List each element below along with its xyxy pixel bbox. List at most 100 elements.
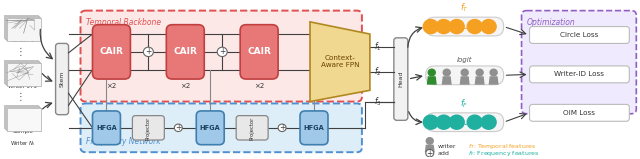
Bar xyxy=(6,63,40,86)
Bar xyxy=(6,18,40,41)
Circle shape xyxy=(481,115,496,129)
FancyBboxPatch shape xyxy=(426,113,504,131)
Circle shape xyxy=(426,149,434,157)
Bar xyxy=(4,105,38,128)
Bar xyxy=(6,107,40,130)
Bar xyxy=(6,108,40,131)
Circle shape xyxy=(490,69,497,76)
FancyBboxPatch shape xyxy=(529,66,629,83)
Text: +: + xyxy=(219,47,225,56)
Text: $f_2$: $f_2$ xyxy=(374,65,381,78)
FancyBboxPatch shape xyxy=(529,104,629,121)
Text: Optimization: Optimization xyxy=(527,18,575,27)
Text: CAIR: CAIR xyxy=(173,47,197,56)
Circle shape xyxy=(467,20,482,34)
Circle shape xyxy=(436,115,451,129)
FancyBboxPatch shape xyxy=(93,25,131,79)
Polygon shape xyxy=(427,76,436,85)
Text: ×2: ×2 xyxy=(254,83,264,89)
Text: logit: logit xyxy=(457,57,472,63)
Circle shape xyxy=(428,69,435,76)
Text: +: + xyxy=(145,47,152,56)
Text: ×2: ×2 xyxy=(180,83,191,89)
Text: Sample: Sample xyxy=(12,128,33,134)
Bar xyxy=(4,15,38,38)
Text: CAIR: CAIR xyxy=(99,47,124,56)
Circle shape xyxy=(278,124,286,131)
Text: $f_F$: Frequency features: $f_F$: Frequency features xyxy=(468,149,539,158)
FancyBboxPatch shape xyxy=(81,104,362,152)
FancyBboxPatch shape xyxy=(300,111,328,145)
Text: Stem: Stem xyxy=(60,71,65,87)
Circle shape xyxy=(174,124,182,131)
Bar xyxy=(4,60,38,83)
FancyBboxPatch shape xyxy=(132,116,164,140)
Text: Writer $N_i$: Writer $N_i$ xyxy=(10,139,36,148)
FancyBboxPatch shape xyxy=(56,43,68,115)
Bar xyxy=(4,16,38,39)
Bar xyxy=(4,106,38,129)
Circle shape xyxy=(461,69,468,76)
Text: Context-
Aware FPN: Context- Aware FPN xyxy=(321,55,359,68)
Text: $f_1$: $f_1$ xyxy=(374,41,381,53)
Circle shape xyxy=(449,20,464,34)
Polygon shape xyxy=(488,76,499,85)
Text: CAIR: CAIR xyxy=(247,47,271,56)
Polygon shape xyxy=(475,76,484,85)
Text: ⋮: ⋮ xyxy=(16,47,26,57)
FancyBboxPatch shape xyxy=(394,38,408,120)
Text: Writer-ID Loss: Writer-ID Loss xyxy=(554,71,604,77)
FancyBboxPatch shape xyxy=(93,111,120,145)
FancyBboxPatch shape xyxy=(426,17,504,36)
Text: Projector: Projector xyxy=(146,116,151,139)
Text: $f_3$: $f_3$ xyxy=(374,95,381,108)
FancyBboxPatch shape xyxy=(522,11,636,114)
Circle shape xyxy=(476,69,483,76)
Text: OIM Loss: OIM Loss xyxy=(563,110,595,116)
Circle shape xyxy=(143,47,154,57)
Bar xyxy=(6,17,40,40)
Text: $f_T$: $f_T$ xyxy=(460,2,469,14)
Text: +: + xyxy=(427,149,433,158)
Circle shape xyxy=(423,115,438,129)
Circle shape xyxy=(449,115,464,129)
Polygon shape xyxy=(425,145,435,152)
Text: $f_F$: $f_F$ xyxy=(461,97,469,110)
Circle shape xyxy=(481,20,496,34)
Text: ⋮: ⋮ xyxy=(16,92,26,102)
Bar xyxy=(6,62,40,85)
Polygon shape xyxy=(442,76,452,85)
FancyBboxPatch shape xyxy=(240,25,278,79)
FancyBboxPatch shape xyxy=(166,25,204,79)
Text: Projector: Projector xyxy=(250,116,255,139)
Text: Writer 575: Writer 575 xyxy=(8,83,37,89)
Text: Frequency Network: Frequency Network xyxy=(86,137,160,146)
Text: ...: ... xyxy=(462,71,469,80)
Text: +: + xyxy=(279,123,285,132)
FancyBboxPatch shape xyxy=(529,27,629,43)
FancyBboxPatch shape xyxy=(196,111,224,145)
Text: Head: Head xyxy=(398,71,403,87)
Text: Circle Loss: Circle Loss xyxy=(560,32,598,38)
Bar xyxy=(4,61,38,84)
Text: Temporal Backbone: Temporal Backbone xyxy=(86,18,161,27)
Circle shape xyxy=(423,20,438,34)
Circle shape xyxy=(436,20,451,34)
Text: writer: writer xyxy=(438,144,456,149)
FancyBboxPatch shape xyxy=(236,116,268,140)
Circle shape xyxy=(217,47,227,57)
Text: ...: ... xyxy=(461,22,470,31)
Text: ×2: ×2 xyxy=(106,83,116,89)
Text: $f_T$: Temporal features: $f_T$: Temporal features xyxy=(468,142,536,151)
Circle shape xyxy=(467,115,482,129)
Text: add: add xyxy=(438,151,450,156)
Text: HFGA: HFGA xyxy=(200,125,221,131)
Circle shape xyxy=(444,69,450,76)
Text: +: + xyxy=(175,123,182,132)
Circle shape xyxy=(426,138,433,144)
FancyBboxPatch shape xyxy=(426,66,504,85)
Text: Writer 1: Writer 1 xyxy=(12,38,34,44)
Polygon shape xyxy=(460,76,470,85)
FancyBboxPatch shape xyxy=(81,11,362,102)
Text: HFGA: HFGA xyxy=(303,125,324,131)
